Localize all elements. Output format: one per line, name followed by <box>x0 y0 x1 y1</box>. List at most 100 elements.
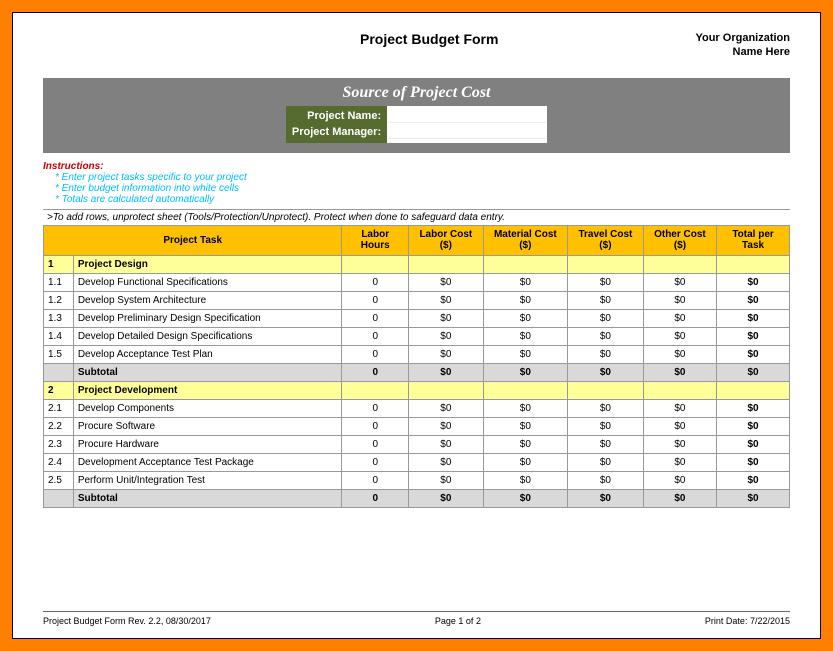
col-other-cost: Other Cost ($) <box>643 225 716 255</box>
labor-hours-cell[interactable]: 0 <box>342 471 409 489</box>
subtotal-hours: 0 <box>342 363 409 381</box>
task-name-cell[interactable]: Procure Hardware <box>73 435 342 453</box>
other-cost-cell[interactable]: $0 <box>643 345 716 363</box>
labor-hours-cell[interactable]: 0 <box>342 327 409 345</box>
instruction-line: * Enter project tasks specific to your p… <box>43 172 790 183</box>
material-cost-cell[interactable]: $0 <box>483 453 568 471</box>
labor-hours-cell[interactable]: 0 <box>342 273 409 291</box>
labor-hours-cell[interactable]: 0 <box>342 453 409 471</box>
section-number: 1 <box>44 255 74 273</box>
labor-hours-cell[interactable]: 0 <box>342 291 409 309</box>
travel-cost-cell[interactable]: $0 <box>568 399 644 417</box>
row-number: 2.4 <box>44 453 74 471</box>
project-name-label: Project Name: <box>292 108 381 125</box>
material-cost-cell[interactable]: $0 <box>483 435 568 453</box>
other-cost-cell[interactable]: $0 <box>643 309 716 327</box>
labor-hours-cell[interactable]: 0 <box>342 399 409 417</box>
travel-cost-cell[interactable]: $0 <box>568 435 644 453</box>
other-cost-cell[interactable]: $0 <box>643 399 716 417</box>
material-cost-cell[interactable]: $0 <box>483 471 568 489</box>
row-number: 1.2 <box>44 291 74 309</box>
table-row: 1.2Develop System Architecture0$0$0$0$0$… <box>44 291 790 309</box>
subtotal-total: $0 <box>717 363 790 381</box>
labor-cost-cell[interactable]: $0 <box>409 453 484 471</box>
instructions-title: Instructions: <box>43 161 790 172</box>
page-footer: Project Budget Form Rev. 2.2, 08/30/2017… <box>43 611 790 626</box>
task-name-cell[interactable]: Develop Preliminary Design Specification <box>73 309 342 327</box>
col-travel-cost: Travel Cost ($) <box>568 225 644 255</box>
labor-cost-cell[interactable]: $0 <box>409 273 484 291</box>
labor-cost-cell[interactable]: $0 <box>409 471 484 489</box>
labor-cost-cell[interactable]: $0 <box>409 345 484 363</box>
task-name-cell[interactable]: Develop Acceptance Test Plan <box>73 345 342 363</box>
material-cost-cell[interactable]: $0 <box>483 273 568 291</box>
task-name-cell[interactable]: Perform Unit/Integration Test <box>73 471 342 489</box>
labor-cost-cell[interactable]: $0 <box>409 435 484 453</box>
material-cost-cell[interactable]: $0 <box>483 291 568 309</box>
material-cost-cell[interactable]: $0 <box>483 417 568 435</box>
labor-cost-cell[interactable]: $0 <box>409 399 484 417</box>
document-page: Project Budget Form Your Organization Na… <box>12 12 821 639</box>
project-manager-input[interactable] <box>388 123 546 139</box>
instruction-line: * Enter budget information into white ce… <box>43 183 790 194</box>
other-cost-cell[interactable]: $0 <box>643 327 716 345</box>
travel-cost-cell[interactable]: $0 <box>568 327 644 345</box>
subtotal-row: Subtotal0$0$0$0$0$0 <box>44 489 790 507</box>
labor-hours-cell[interactable]: 0 <box>342 435 409 453</box>
travel-cost-cell[interactable]: $0 <box>568 471 644 489</box>
labor-hours-cell[interactable]: 0 <box>342 309 409 327</box>
total-cell: $0 <box>717 435 790 453</box>
col-labor-cost: Labor Cost ($) <box>409 225 484 255</box>
travel-cost-cell[interactable]: $0 <box>568 291 644 309</box>
total-cell: $0 <box>717 471 790 489</box>
other-cost-cell[interactable]: $0 <box>643 471 716 489</box>
footer-print-date: Print Date: 7/22/2015 <box>705 616 790 626</box>
row-number: 2.5 <box>44 471 74 489</box>
labor-cost-cell[interactable]: $0 <box>409 291 484 309</box>
total-cell: $0 <box>717 291 790 309</box>
total-cell: $0 <box>717 327 790 345</box>
meta-labels: Project Name: Project Manager: <box>286 106 387 143</box>
task-name-cell[interactable]: Procure Software <box>73 417 342 435</box>
instruction-line: * Totals are calculated automatically <box>43 194 790 205</box>
other-cost-cell[interactable]: $0 <box>643 291 716 309</box>
task-name-cell[interactable]: Develop Functional Specifications <box>73 273 342 291</box>
task-name-cell[interactable]: Development Acceptance Test Package <box>73 453 342 471</box>
task-name-cell[interactable]: Develop Detailed Design Specifications <box>73 327 342 345</box>
section-number: 2 <box>44 381 74 399</box>
footer-revision: Project Budget Form Rev. 2.2, 08/30/2017 <box>43 616 211 626</box>
table-row: 2.2Procure Software0$0$0$0$0$0 <box>44 417 790 435</box>
task-name-cell[interactable]: Develop Components <box>73 399 342 417</box>
other-cost-cell[interactable]: $0 <box>643 453 716 471</box>
section-title: Project Design <box>73 255 342 273</box>
section-title: Project Development <box>73 381 342 399</box>
other-cost-cell[interactable]: $0 <box>643 273 716 291</box>
project-manager-label: Project Manager: <box>292 124 381 141</box>
labor-hours-cell[interactable]: 0 <box>342 345 409 363</box>
subtotal-material: $0 <box>483 363 568 381</box>
labor-hours-cell[interactable]: 0 <box>342 417 409 435</box>
labor-cost-cell[interactable]: $0 <box>409 417 484 435</box>
other-cost-cell[interactable]: $0 <box>643 435 716 453</box>
travel-cost-cell[interactable]: $0 <box>568 309 644 327</box>
project-name-input[interactable] <box>388 107 546 123</box>
travel-cost-cell[interactable]: $0 <box>568 273 644 291</box>
subtotal-material: $0 <box>483 489 568 507</box>
total-cell: $0 <box>717 399 790 417</box>
subtotal-travel: $0 <box>568 363 644 381</box>
material-cost-cell[interactable]: $0 <box>483 327 568 345</box>
labor-cost-cell[interactable]: $0 <box>409 327 484 345</box>
subtotal-other: $0 <box>643 489 716 507</box>
travel-cost-cell[interactable]: $0 <box>568 417 644 435</box>
task-name-cell[interactable]: Develop System Architecture <box>73 291 342 309</box>
other-cost-cell[interactable]: $0 <box>643 417 716 435</box>
labor-cost-cell[interactable]: $0 <box>409 309 484 327</box>
organization-name: Your Organization Name Here <box>695 31 790 60</box>
total-cell: $0 <box>717 309 790 327</box>
form-title: Project Budget Form <box>163 31 695 47</box>
material-cost-cell[interactable]: $0 <box>483 309 568 327</box>
travel-cost-cell[interactable]: $0 <box>568 453 644 471</box>
material-cost-cell[interactable]: $0 <box>483 345 568 363</box>
travel-cost-cell[interactable]: $0 <box>568 345 644 363</box>
material-cost-cell[interactable]: $0 <box>483 399 568 417</box>
